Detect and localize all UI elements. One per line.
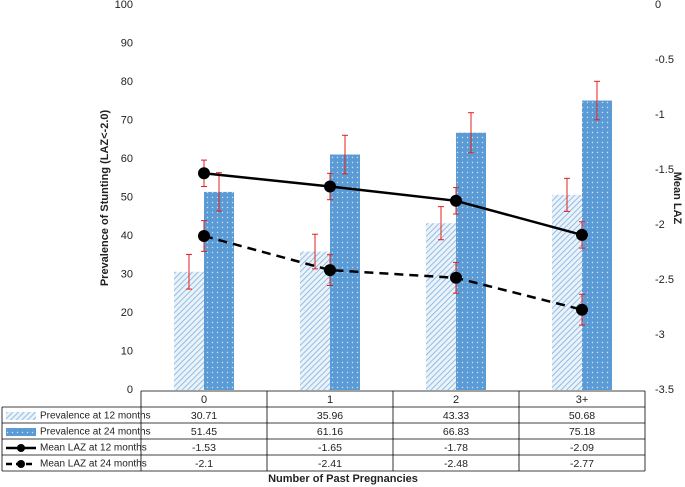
legend-label: Prevalence at 24 months	[40, 427, 151, 438]
legend-swatch	[17, 444, 25, 452]
line	[203, 172, 583, 237]
y-tick-label: 30	[121, 268, 133, 280]
table-value: 30.71	[191, 410, 217, 422]
y2-tick-label: -2.5	[655, 274, 674, 286]
y-tick-label: 80	[121, 76, 133, 88]
x-tick-label: 3+	[576, 394, 589, 406]
table-value: 51.45	[191, 426, 217, 438]
table-value: -2.77	[570, 458, 594, 470]
legend-swatch	[17, 460, 25, 468]
line-marker	[450, 271, 462, 284]
table-value: -1.78	[444, 442, 468, 454]
bar	[552, 194, 582, 390]
legend-swatch	[6, 428, 36, 436]
legend-label: Mean LAZ at 12 months	[40, 443, 147, 454]
legend-label: Prevalence at 12 months	[40, 411, 151, 422]
bar	[426, 223, 456, 390]
line-marker	[324, 264, 336, 277]
y-tick-label: 70	[121, 114, 133, 126]
bar	[456, 132, 486, 390]
x-tick-label: 0	[201, 394, 207, 406]
legend-label: Mean LAZ at 24 months	[40, 459, 147, 470]
table-value: 61.16	[317, 426, 343, 438]
x-axis-title: Number of Past Pregnancies	[268, 473, 418, 485]
bar	[582, 100, 612, 390]
y2-tick-label: -2	[655, 219, 665, 231]
table-value: 75.18	[569, 426, 595, 438]
table-value: 35.96	[317, 410, 343, 422]
bar	[204, 191, 234, 390]
y-tick-label: 0	[127, 384, 133, 396]
x-tick-label: 2	[453, 394, 459, 406]
y2-tick-label: -3.5	[655, 384, 674, 396]
x-tick-label: 1	[327, 394, 333, 406]
bar	[300, 251, 330, 390]
y-tick-label: 100	[115, 0, 133, 11]
table-value: 66.83	[443, 426, 469, 438]
table-value: -2.1	[195, 458, 213, 470]
y-tick-label: 60	[121, 153, 133, 165]
table-value: -2.09	[570, 442, 594, 454]
line-marker	[450, 194, 462, 207]
line-marker	[324, 180, 336, 193]
y2-tick-label: -1.5	[655, 164, 674, 176]
y2-tick-label: -0.5	[655, 54, 674, 66]
y2-tick-label: -1	[655, 109, 665, 121]
line-marker	[198, 230, 210, 242]
y2-tick-label: 0	[655, 0, 661, 11]
bar	[174, 271, 204, 390]
y2-tick-label: -3	[655, 329, 665, 341]
table-value: 43.33	[443, 410, 469, 422]
y-tick-label: 10	[121, 345, 133, 357]
table-value: -1.65	[318, 442, 342, 454]
line-marker	[198, 167, 210, 180]
line-marker	[576, 303, 588, 316]
table-value: -2.48	[444, 458, 468, 470]
y-tick-label: 20	[121, 307, 133, 319]
table-value: -2.41	[318, 458, 342, 470]
legend-swatch	[6, 412, 36, 420]
line-marker	[576, 228, 588, 241]
y2-axis-title: Mean LAZ	[671, 172, 683, 225]
y-axis-title: Prevalence of Stunting (LAZ<-2.0)	[99, 110, 111, 287]
y-tick-label: 50	[121, 191, 133, 203]
y-tick-label: 90	[121, 37, 133, 49]
line	[203, 234, 583, 311]
table-value: 50.68	[569, 410, 595, 422]
table-value: -1.53	[192, 442, 216, 454]
y-tick-label: 40	[121, 230, 133, 242]
